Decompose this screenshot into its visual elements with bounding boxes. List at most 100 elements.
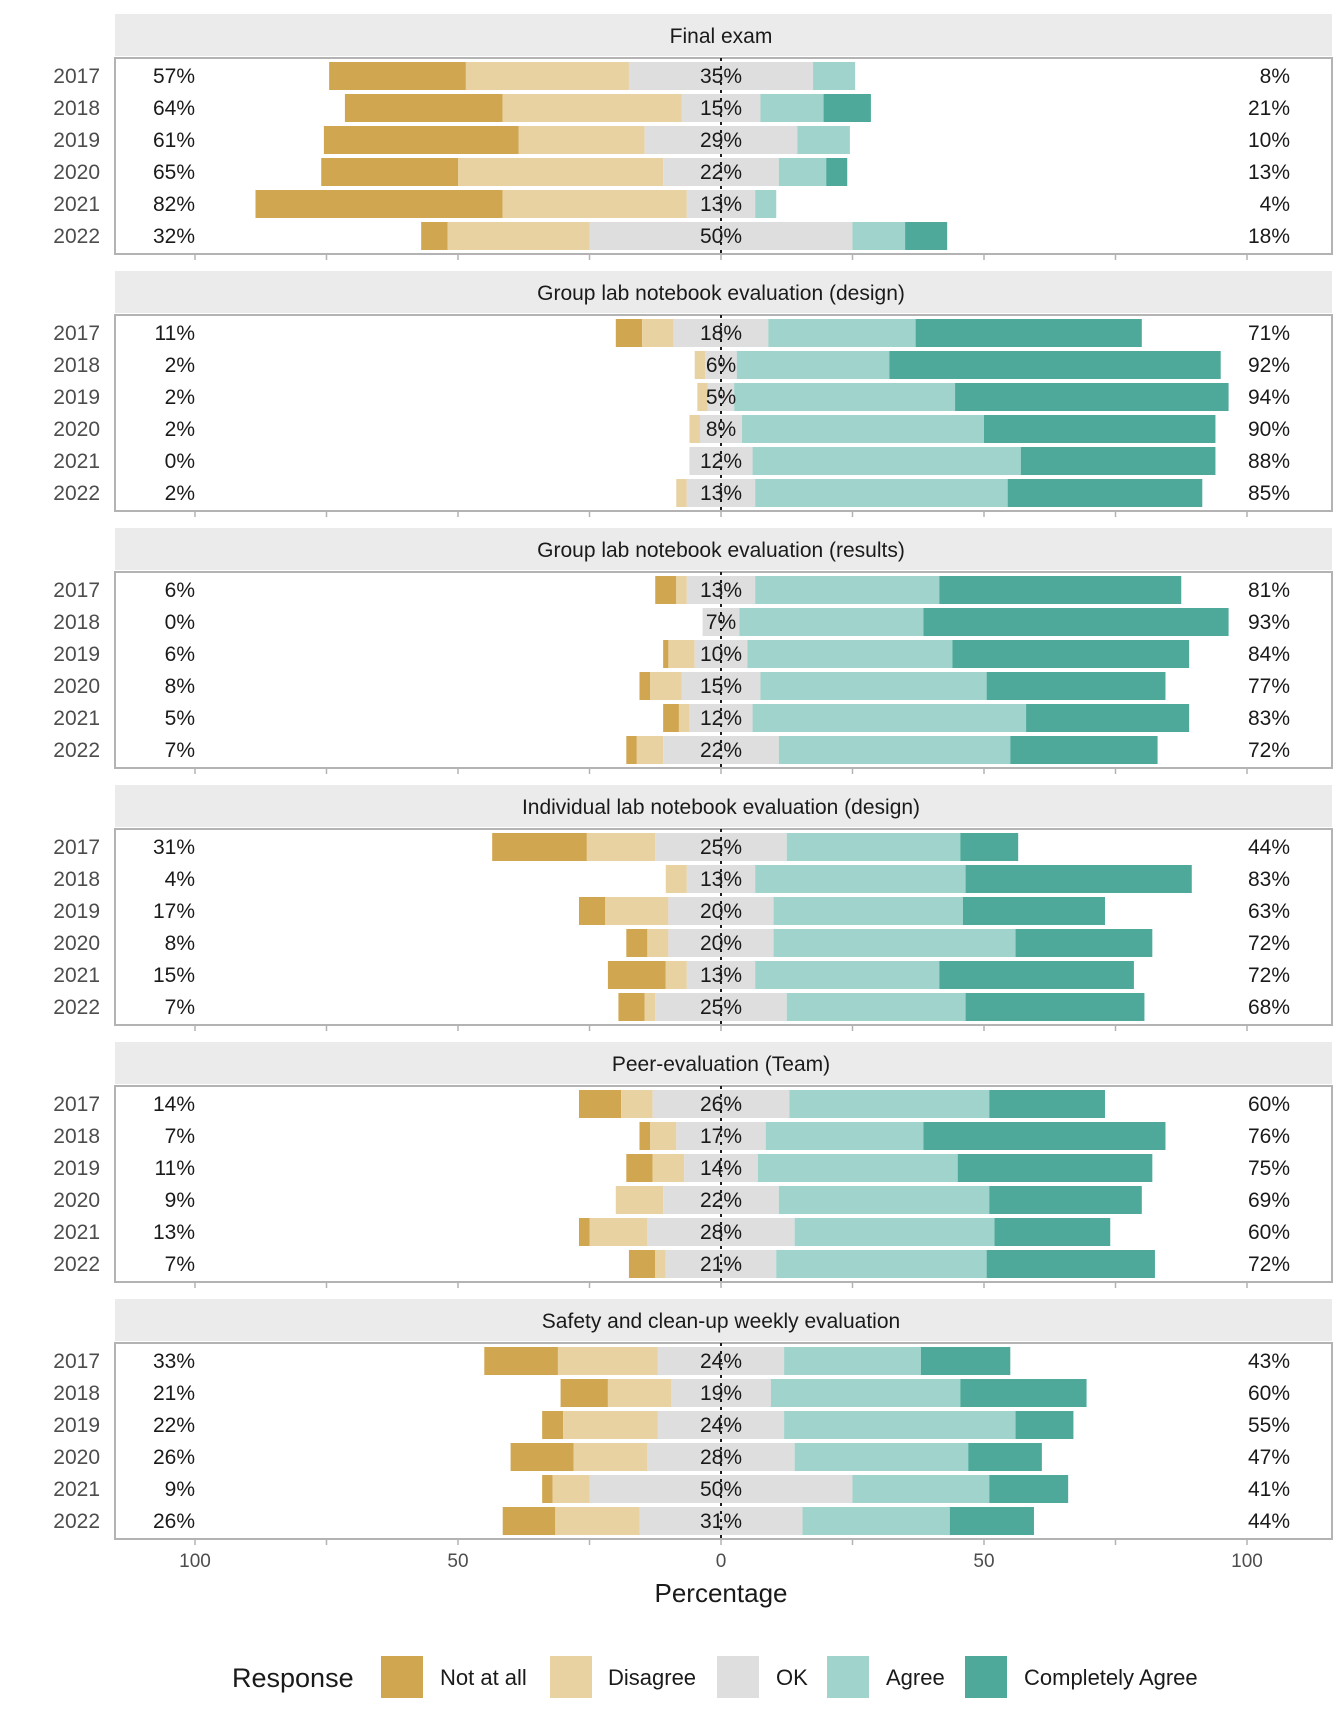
panel-title: Group lab notebook evaluation (design) bbox=[537, 282, 905, 305]
agree-total-label: 60% bbox=[1248, 1221, 1290, 1244]
agree-total-label: 94% bbox=[1248, 386, 1290, 409]
disagree-total-label: 22% bbox=[153, 1414, 195, 1437]
agree-total-label: 85% bbox=[1248, 482, 1290, 505]
bar-completely-agree bbox=[965, 865, 1192, 893]
bar-disagree bbox=[694, 351, 706, 379]
legend-swatch-disagree bbox=[550, 1656, 592, 1698]
disagree-total-label: 6% bbox=[165, 579, 195, 602]
row-year-label: 2020 bbox=[53, 1189, 100, 1212]
bar-not-at-all bbox=[542, 1475, 553, 1503]
legend-title: Response bbox=[232, 1663, 354, 1693]
disagree-total-label: 0% bbox=[165, 450, 195, 473]
agree-total-label: 47% bbox=[1248, 1446, 1290, 1469]
bar-agree bbox=[765, 1122, 924, 1150]
bar-not-at-all bbox=[628, 1250, 656, 1278]
row-year-label: 2022 bbox=[53, 482, 100, 505]
bar-agree bbox=[755, 190, 777, 218]
legend-label: OK bbox=[776, 1665, 808, 1690]
agree-total-label: 68% bbox=[1248, 996, 1290, 1019]
bar-disagree bbox=[518, 126, 645, 154]
bar-disagree bbox=[557, 1347, 658, 1375]
bar-completely-agree bbox=[826, 158, 848, 186]
row-year-label: 2020 bbox=[53, 418, 100, 441]
bar-disagree bbox=[621, 1090, 653, 1118]
bar-not-at-all bbox=[578, 1090, 622, 1118]
bar-disagree bbox=[605, 897, 669, 925]
disagree-total-label: 2% bbox=[165, 418, 195, 441]
panel-title: Safety and clean-up weekly evaluation bbox=[542, 1310, 900, 1333]
legend-item-disagree: Disagree bbox=[550, 1656, 696, 1698]
bar-agree bbox=[760, 672, 987, 700]
bar-not-at-all bbox=[655, 576, 677, 604]
disagree-total-label: 13% bbox=[153, 1221, 195, 1244]
bar-agree bbox=[742, 415, 984, 443]
bar-agree bbox=[778, 736, 1011, 764]
bar-not-at-all bbox=[542, 1411, 564, 1439]
panel-strip bbox=[115, 528, 1332, 570]
disagree-total-label: 8% bbox=[165, 675, 195, 698]
bar-not-at-all bbox=[255, 190, 503, 218]
row-year-label: 2021 bbox=[53, 1221, 100, 1244]
disagree-total-label: 8% bbox=[165, 932, 195, 955]
agree-total-label: 13% bbox=[1248, 161, 1290, 184]
bar-agree bbox=[755, 479, 1008, 507]
panel-strip bbox=[115, 1299, 1332, 1341]
panel-individual-lab-notebook-evaluation-design: Individual lab notebook evaluation (desi… bbox=[53, 785, 1333, 1031]
row-year-label: 2017 bbox=[53, 322, 100, 345]
bar-completely-agree bbox=[1010, 736, 1158, 764]
agree-total-label: 84% bbox=[1248, 643, 1290, 666]
row-year-label: 2020 bbox=[53, 932, 100, 955]
row-year-label: 2019 bbox=[53, 643, 100, 666]
bar-not-at-all bbox=[578, 1218, 590, 1246]
bar-disagree bbox=[644, 993, 656, 1021]
disagree-total-label: 61% bbox=[153, 129, 195, 152]
bar-completely-agree bbox=[1015, 929, 1153, 957]
bar-completely-agree bbox=[949, 1507, 1034, 1535]
bar-agree bbox=[768, 319, 916, 347]
panel-frame bbox=[114, 571, 1333, 769]
bar-not-at-all bbox=[618, 993, 645, 1021]
bar-disagree bbox=[668, 640, 695, 668]
bar-completely-agree bbox=[984, 415, 1216, 443]
agree-total-label: 10% bbox=[1248, 129, 1290, 152]
bar-completely-agree bbox=[920, 1347, 1011, 1375]
row-year-label: 2022 bbox=[53, 1510, 100, 1533]
x-tick-label: 50 bbox=[973, 1551, 994, 1572]
legend-swatch-agree bbox=[827, 1656, 869, 1698]
disagree-total-label: 7% bbox=[165, 739, 195, 762]
bar-agree bbox=[784, 1347, 921, 1375]
agree-total-label: 72% bbox=[1248, 739, 1290, 762]
bar-agree bbox=[794, 1443, 969, 1471]
agree-total-label: 43% bbox=[1248, 1350, 1290, 1373]
disagree-total-label: 14% bbox=[153, 1093, 195, 1116]
x-tick-label: 100 bbox=[179, 1551, 211, 1572]
bar-completely-agree bbox=[968, 1443, 1042, 1471]
bar-disagree bbox=[665, 865, 687, 893]
disagree-total-label: 31% bbox=[153, 836, 195, 859]
panel-peer-evaluation-team: Peer-evaluation (Team)2017 14% 26% 60%2018 7… bbox=[53, 1042, 1333, 1288]
bar-disagree bbox=[502, 190, 687, 218]
agree-total-label: 41% bbox=[1248, 1478, 1290, 1501]
bar-agree bbox=[770, 1379, 961, 1407]
bar-completely-agree bbox=[960, 1379, 1087, 1407]
bar-not-at-all bbox=[626, 736, 637, 764]
panel-title: Peer-evaluation (Team) bbox=[612, 1053, 830, 1076]
bar-agree bbox=[760, 94, 824, 122]
row-year-label: 2021 bbox=[53, 707, 100, 730]
agree-total-label: 44% bbox=[1248, 836, 1290, 859]
disagree-total-label: 0% bbox=[165, 611, 195, 634]
legend-label: Not at all bbox=[440, 1665, 527, 1690]
row-year-label: 2017 bbox=[53, 1350, 100, 1373]
bar-completely-agree bbox=[939, 961, 1134, 989]
bar-completely-agree bbox=[962, 897, 1105, 925]
x-tick-label: 50 bbox=[447, 1551, 468, 1572]
row-year-label: 2022 bbox=[53, 996, 100, 1019]
row-year-label: 2021 bbox=[53, 1478, 100, 1501]
row-year-label: 2019 bbox=[53, 386, 100, 409]
bar-agree bbox=[752, 447, 1021, 475]
bar-not-at-all bbox=[607, 961, 666, 989]
agree-total-label: 55% bbox=[1248, 1414, 1290, 1437]
bar-agree bbox=[784, 1411, 1016, 1439]
panel-frame bbox=[114, 1342, 1333, 1540]
bar-not-at-all bbox=[329, 62, 466, 90]
